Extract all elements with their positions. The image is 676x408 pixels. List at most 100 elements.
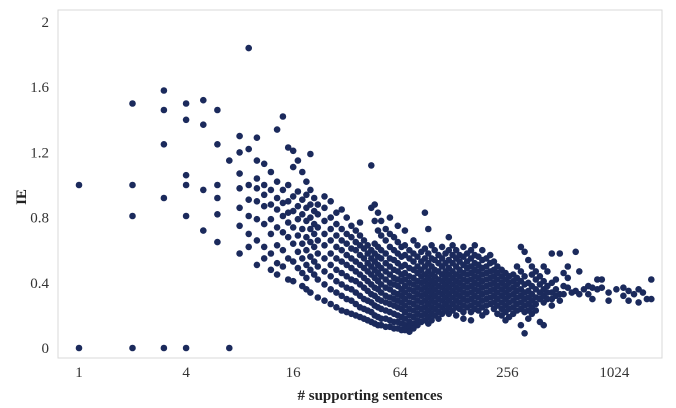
data-point bbox=[307, 238, 314, 246]
data-point bbox=[483, 308, 490, 316]
data-point bbox=[214, 211, 221, 218]
data-point bbox=[390, 233, 398, 241]
data-point bbox=[284, 276, 292, 283]
data-point bbox=[445, 233, 453, 241]
data-point bbox=[327, 261, 335, 269]
data-point bbox=[327, 286, 335, 293]
data-point bbox=[129, 100, 136, 107]
data-point bbox=[289, 163, 297, 171]
data-point bbox=[327, 237, 335, 244]
data-point bbox=[279, 263, 287, 270]
data-point bbox=[289, 258, 297, 265]
data-point bbox=[528, 263, 536, 270]
data-point bbox=[540, 321, 547, 329]
data-point bbox=[314, 263, 322, 270]
data-point bbox=[321, 297, 328, 305]
y-tick-label: 1.2 bbox=[30, 145, 49, 161]
data-point bbox=[521, 330, 528, 337]
data-point bbox=[338, 246, 346, 254]
data-point bbox=[338, 258, 346, 265]
data-point bbox=[279, 229, 287, 236]
data-point bbox=[435, 315, 442, 323]
data-point bbox=[214, 238, 221, 246]
data-point bbox=[548, 302, 556, 309]
data-point bbox=[556, 250, 564, 257]
data-point bbox=[552, 276, 560, 283]
data-point bbox=[401, 227, 409, 234]
data-point bbox=[253, 185, 261, 192]
data-point bbox=[471, 242, 479, 249]
data-point bbox=[214, 141, 221, 148]
data-point bbox=[303, 178, 310, 185]
data-point bbox=[253, 237, 261, 244]
data-point bbox=[321, 230, 328, 238]
data-point bbox=[605, 289, 612, 296]
data-point bbox=[284, 255, 292, 262]
data-point bbox=[160, 194, 168, 202]
data-point bbox=[273, 271, 281, 278]
data-point bbox=[267, 230, 275, 238]
data-point bbox=[377, 255, 385, 262]
data-point bbox=[284, 181, 292, 189]
data-point bbox=[333, 304, 340, 311]
data-point bbox=[299, 211, 306, 218]
data-point bbox=[260, 243, 268, 251]
data-point bbox=[273, 242, 281, 249]
data-point bbox=[371, 217, 379, 225]
data-point bbox=[564, 263, 572, 270]
data-point bbox=[284, 233, 292, 241]
data-point bbox=[253, 261, 261, 269]
data-point bbox=[321, 281, 328, 288]
data-point bbox=[648, 295, 655, 303]
data-point bbox=[294, 202, 302, 210]
data-point bbox=[598, 276, 606, 283]
data-point bbox=[200, 121, 207, 128]
data-point bbox=[428, 317, 435, 324]
data-point bbox=[200, 227, 207, 234]
data-point bbox=[521, 273, 528, 280]
data-point bbox=[576, 268, 583, 275]
data-point bbox=[532, 300, 540, 308]
data-point bbox=[236, 250, 243, 257]
data-point bbox=[348, 233, 355, 241]
data-point bbox=[371, 201, 379, 208]
data-point bbox=[321, 255, 328, 262]
data-point bbox=[200, 186, 207, 194]
data-point bbox=[625, 297, 632, 305]
data-point bbox=[321, 204, 328, 212]
data-point bbox=[374, 209, 382, 216]
data-point bbox=[314, 237, 322, 244]
data-point bbox=[327, 300, 335, 308]
data-point bbox=[267, 201, 275, 208]
data-point bbox=[333, 220, 340, 228]
data-point bbox=[327, 273, 335, 280]
data-point bbox=[236, 132, 243, 140]
data-point bbox=[521, 248, 528, 256]
data-point bbox=[532, 307, 540, 314]
data-point bbox=[414, 242, 421, 249]
data-point bbox=[307, 201, 314, 208]
data-point bbox=[310, 271, 318, 278]
data-point bbox=[460, 308, 467, 316]
data-point bbox=[273, 194, 281, 202]
data-point bbox=[343, 240, 351, 247]
data-point bbox=[303, 261, 310, 269]
data-point bbox=[182, 171, 190, 179]
data-point bbox=[260, 202, 268, 210]
data-point bbox=[382, 225, 390, 233]
data-point bbox=[438, 243, 446, 251]
data-point bbox=[214, 181, 221, 189]
data-point bbox=[639, 289, 647, 296]
data-point bbox=[536, 273, 544, 280]
data-point bbox=[333, 255, 340, 262]
data-point bbox=[338, 292, 346, 300]
data-point bbox=[364, 242, 372, 249]
data-point bbox=[289, 193, 297, 200]
y-tick-label: 2 bbox=[42, 15, 50, 31]
data-point bbox=[421, 255, 429, 262]
data-point bbox=[75, 344, 83, 352]
data-point bbox=[289, 147, 297, 155]
x-tick-label: 1024 bbox=[599, 365, 630, 381]
data-point bbox=[517, 321, 525, 329]
